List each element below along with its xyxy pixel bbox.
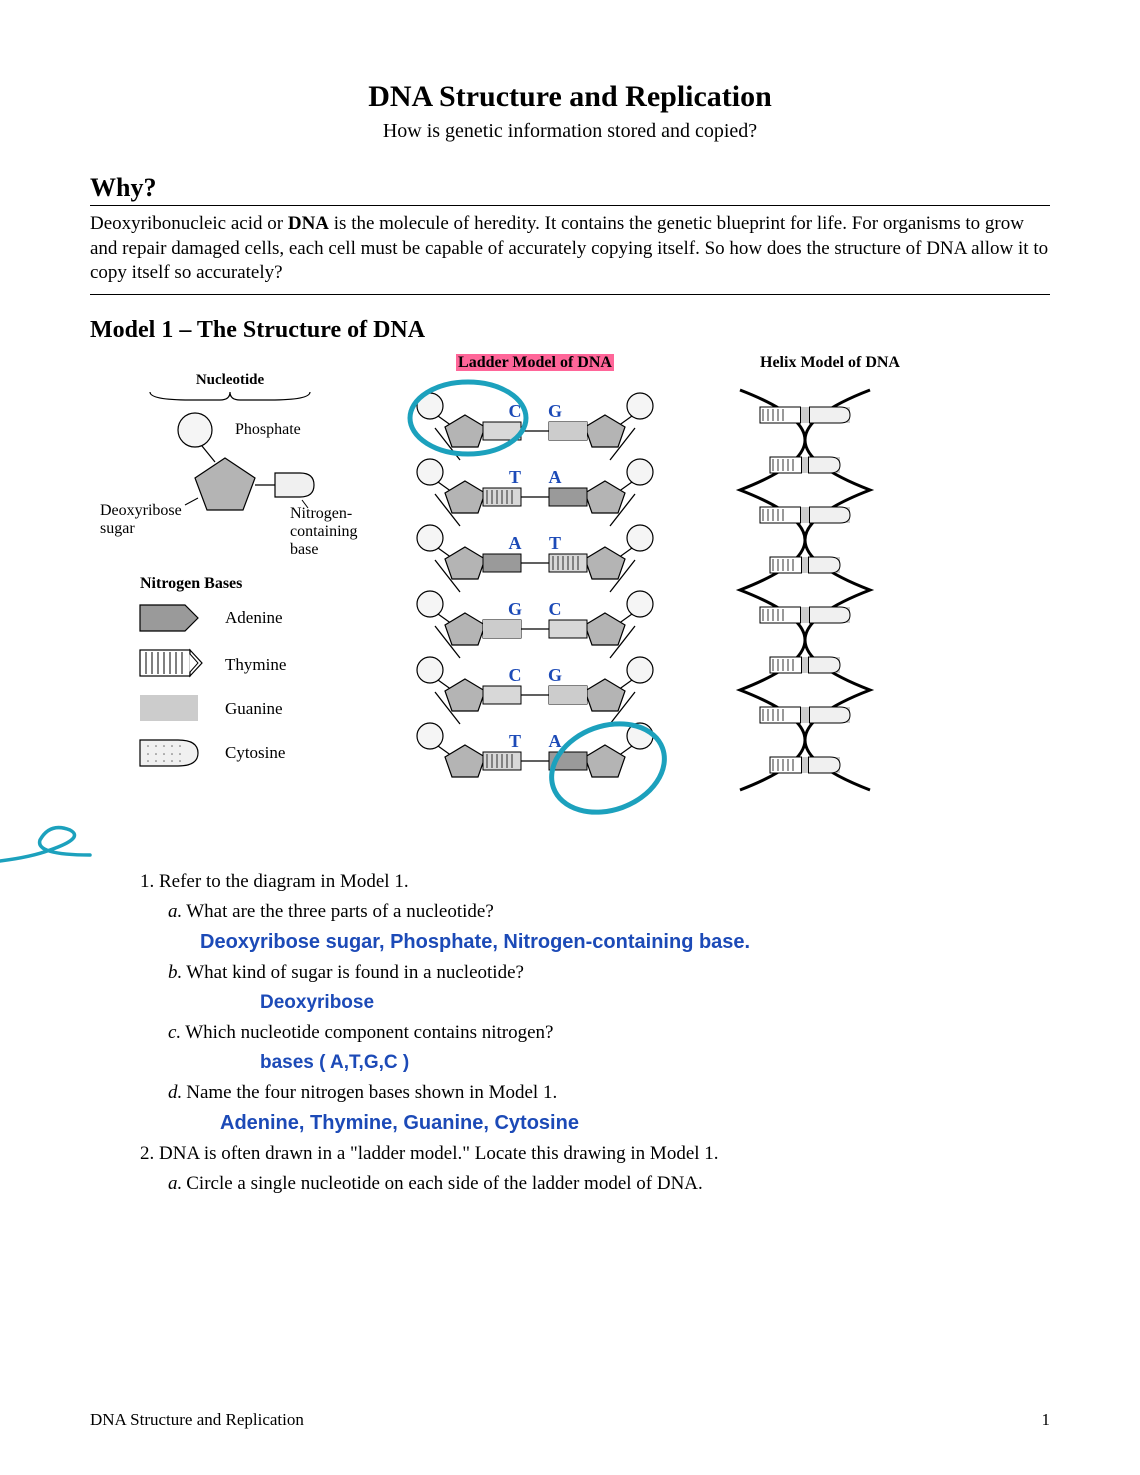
svg-text:A: A xyxy=(509,533,522,553)
svg-text:Nitrogen Bases: Nitrogen Bases xyxy=(140,575,242,592)
why-text: Deoxyribonucleic acid or DNA is the mole… xyxy=(90,212,1050,295)
ans1c: bases ( A,T,G,C ) xyxy=(260,1052,1050,1074)
svg-text:T: T xyxy=(509,731,521,751)
ladder-title: Ladder Model of DNA xyxy=(456,354,614,371)
why-heading: Why? xyxy=(90,173,1050,206)
helix-title: Helix Model of DNA xyxy=(700,354,960,372)
diagram-row: Nucleotide Phosphate Deoxyribose sugar N… xyxy=(90,354,1050,841)
svg-text:Adenine: Adenine xyxy=(225,608,283,627)
nucleotide-diagram: Nucleotide Phosphate Deoxyribose sugar N… xyxy=(90,370,370,790)
q1a: a.What are the three parts of a nucleoti… xyxy=(168,901,1050,923)
svg-text:base: base xyxy=(290,541,318,558)
q2a: a.Circle a single nucleotide on each sid… xyxy=(168,1173,1050,1195)
ans1b: Deoxyribose xyxy=(260,992,1050,1014)
footer: DNA Structure and Replication 1 xyxy=(90,1410,1050,1430)
nucleotide-label: Nucleotide xyxy=(196,372,265,388)
model-heading: Model 1 – The Structure of DNA xyxy=(90,317,1050,344)
footer-right: 1 xyxy=(1042,1410,1051,1430)
svg-text:Deoxyribose: Deoxyribose xyxy=(100,502,182,519)
ans1d: Adenine, Thymine, Guanine, Cytosine xyxy=(220,1112,1050,1135)
svg-text:containing: containing xyxy=(290,523,358,540)
ans1a: Deoxyribose sugar, Phosphate, Nitrogen-c… xyxy=(200,931,1050,954)
svg-text:A: A xyxy=(549,731,562,751)
svg-text:T: T xyxy=(509,467,521,487)
page: DNA Structure and Replication How is gen… xyxy=(0,0,1140,1475)
svg-text:G: G xyxy=(548,401,562,421)
helix-diagram xyxy=(700,380,910,800)
q2: 2. DNA is often drawn in a "ladder model… xyxy=(140,1143,1050,1165)
svg-text:Thymine: Thymine xyxy=(225,655,286,674)
svg-text:sugar: sugar xyxy=(100,520,135,537)
svg-text:C: C xyxy=(509,665,522,685)
svg-text:Guanine: Guanine xyxy=(225,699,283,718)
svg-text:G: G xyxy=(508,599,522,619)
footer-left: DNA Structure and Replication xyxy=(90,1410,304,1430)
svg-text:Cytosine: Cytosine xyxy=(225,743,285,762)
why-bold: DNA xyxy=(288,213,329,234)
svg-text:Nitrogen-: Nitrogen- xyxy=(290,505,352,522)
svg-text:T: T xyxy=(549,533,561,553)
legend-column: Nucleotide Phosphate Deoxyribose sugar N… xyxy=(90,354,370,841)
questions: 1. Refer to the diagram in Model 1. a.Wh… xyxy=(140,871,1050,1195)
q1c: c.Which nucleotide component contains ni… xyxy=(168,1022,1050,1044)
svg-text:G: G xyxy=(548,665,562,685)
q1d: d.Name the four nitrogen bases shown in … xyxy=(168,1082,1050,1104)
svg-text:C: C xyxy=(549,599,562,619)
svg-text:A: A xyxy=(549,467,562,487)
page-subtitle: How is genetic information stored and co… xyxy=(90,120,1050,143)
helix-column: Helix Model of DNA xyxy=(700,354,960,841)
q1b: b.What kind of sugar is found in a nucle… xyxy=(168,962,1050,984)
q1: 1. Refer to the diagram in Model 1. xyxy=(140,871,1050,893)
ladder-column: Ladder Model of DNA CGTAATGCCGTA xyxy=(390,354,680,841)
ladder-diagram: CGTAATGCCGTA xyxy=(390,376,680,836)
why-pre: Deoxyribonucleic acid or xyxy=(90,213,288,234)
svg-text:Phosphate: Phosphate xyxy=(235,421,301,438)
page-title: DNA Structure and Replication xyxy=(90,80,1050,114)
